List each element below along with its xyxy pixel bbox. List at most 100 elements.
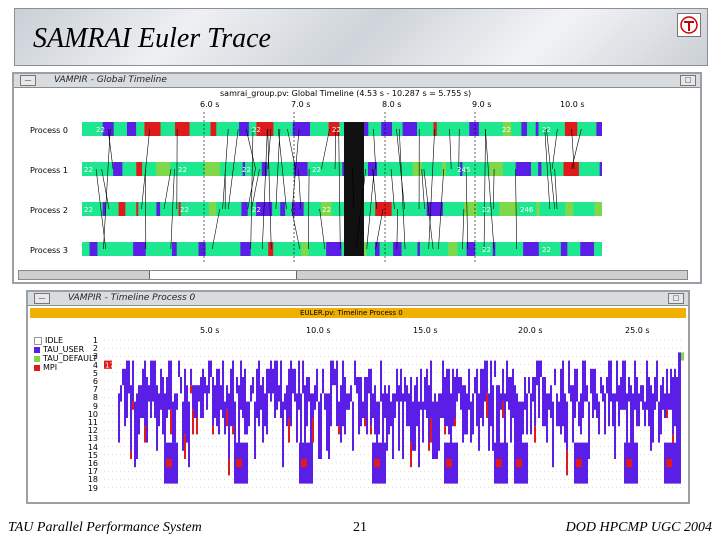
activity-column [392, 393, 394, 459]
activity-column [354, 360, 356, 386]
activity-column [656, 360, 658, 402]
activity-column [670, 368, 672, 410]
activity-column [568, 360, 570, 394]
activity-column [186, 385, 188, 443]
legend-idle: IDLE [34, 336, 63, 345]
activity-column [156, 385, 158, 451]
timeline-segment [127, 122, 137, 136]
activity-column [130, 385, 132, 451]
legend-label: TAU_USER [43, 345, 85, 354]
activity-column [160, 368, 162, 410]
timeline-segment [256, 122, 274, 136]
process-timeline-titlebar[interactable]: — VAMPIR - Timeline Process 0 □ [28, 292, 688, 306]
activity-column [150, 360, 152, 418]
mpi-segment [192, 409, 194, 435]
activity-column [138, 385, 140, 435]
tau-default-segment [681, 352, 684, 361]
activity-column [532, 377, 534, 402]
message-line [515, 168, 517, 250]
row-number: 1 [92, 336, 98, 345]
activity-column [588, 401, 590, 459]
mpi-segment [486, 393, 488, 418]
process-timeline-canvas[interactable]: 17 [104, 336, 684, 498]
row-number: 8 [92, 393, 98, 403]
time-tick: 20.0 s [518, 326, 543, 335]
row-number: 12 [87, 426, 98, 436]
legend-label: TAU_DEFAULT [43, 354, 98, 363]
message-line [551, 128, 558, 170]
activity-column [380, 360, 382, 402]
legend-swatch [34, 346, 40, 353]
activity-column [284, 393, 286, 410]
activity-column [286, 385, 288, 427]
activity-column [602, 385, 604, 402]
activity-column [218, 368, 220, 435]
mpi-segment [288, 418, 290, 443]
global-timeline-titlebar[interactable]: — VAMPIR - Global Timeline □ [14, 74, 700, 88]
timeline-segment [469, 122, 479, 136]
mpi-segment [576, 459, 582, 468]
activity-column [214, 385, 216, 418]
horizontal-scrollbar[interactable] [18, 270, 688, 280]
activity-column [388, 385, 390, 435]
activity-column [624, 360, 626, 410]
activity-column [226, 385, 228, 410]
scrollbar-thumb[interactable] [149, 271, 297, 279]
message-line [465, 168, 469, 250]
timeline-segment [178, 202, 181, 216]
global-timeline-window: — VAMPIR - Global Timeline □ samrai_grou… [12, 72, 702, 284]
activity-column [502, 368, 504, 402]
message-line [321, 128, 330, 170]
row-number: 10 [87, 409, 98, 419]
activity-column [396, 368, 398, 402]
mpi-segment [566, 450, 568, 476]
activity-column [654, 377, 656, 410]
message-count-label: 22 [178, 166, 187, 174]
activity-column [468, 368, 470, 410]
timeline-segment [489, 162, 503, 176]
activity-column [544, 377, 546, 427]
window-menu-button[interactable]: — [20, 75, 36, 86]
message-line [298, 168, 302, 210]
row-number: 3 [92, 352, 98, 362]
activity-column [466, 393, 468, 435]
global-timeline-canvas[interactable]: 22 22 22 22 22 22 22 22 22 245 22 22 22 22 22 246 22 22 [82, 112, 602, 262]
activity-column [360, 377, 362, 427]
mpi-segment [370, 426, 372, 435]
maximize-button[interactable]: □ [668, 293, 684, 304]
mpi-segment [502, 401, 504, 418]
mpi-segment [236, 459, 242, 468]
activity-column [512, 368, 514, 418]
timeline-segment [198, 242, 206, 256]
activity-column [316, 368, 318, 402]
timeline-segment [118, 202, 126, 216]
activity-column [536, 360, 538, 386]
timeline-segment [292, 202, 304, 216]
message-line [267, 128, 272, 250]
activity-column [200, 377, 202, 418]
global-timeline-subtitle: samrai_group.pv: Global Timeline (4.53 s… [220, 89, 472, 98]
activity-column [600, 377, 602, 394]
window-menu-button[interactable]: — [34, 293, 50, 304]
maximize-button[interactable]: □ [680, 75, 696, 86]
mpi-segment [496, 459, 502, 468]
message-line [483, 128, 486, 250]
activity-column [590, 368, 592, 394]
timeline-segment [515, 162, 531, 176]
activity-column [478, 393, 480, 451]
timeline-segment [240, 242, 251, 256]
message-count-label: 22 [252, 206, 261, 214]
timeline-segment [320, 202, 332, 216]
message-count-label: 22 [332, 126, 341, 134]
mpi-segment [364, 418, 366, 427]
mpi-segment [534, 426, 536, 443]
activity-column [458, 377, 460, 394]
activity-column [644, 401, 646, 427]
timeline-segment [261, 162, 268, 176]
timeline-segment [208, 202, 217, 216]
time-tick: 15.0 s [413, 326, 438, 335]
timeline-segment [580, 242, 595, 256]
activity-column [382, 393, 384, 443]
mpi-segment [301, 459, 307, 468]
activity-column [530, 393, 532, 435]
